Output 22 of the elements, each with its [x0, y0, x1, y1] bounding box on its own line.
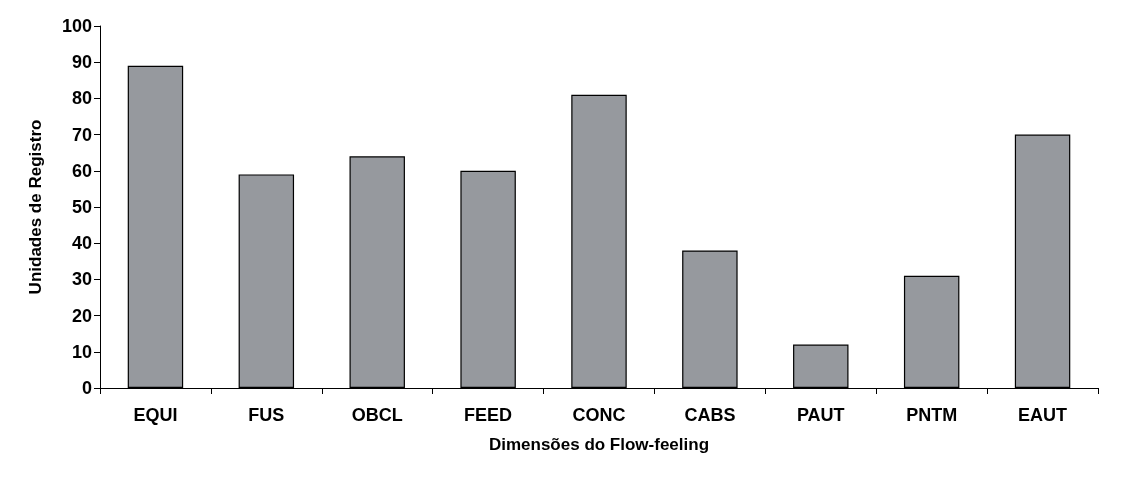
y-tick-label: 0: [81, 378, 92, 398]
x-tick-label: EQUI: [133, 405, 178, 425]
y-tick-label: 60: [71, 160, 92, 181]
x-tick-label: FEED: [464, 405, 513, 425]
x-tick-label: PAUT: [796, 405, 845, 425]
y-axis-title: Unidades de Registro: [26, 119, 45, 295]
y-tick-label: 70: [71, 124, 92, 145]
x-tick-label: CONC: [572, 405, 626, 425]
x-tick-label: EAUT: [1018, 405, 1068, 425]
y-tick-label: 10: [71, 341, 92, 362]
y-tick-label: 30: [71, 269, 92, 290]
x-tick-label: CABS: [684, 405, 736, 425]
y-tick-label: 50: [71, 197, 92, 217]
y-tick-label: 90: [71, 52, 92, 73]
x-axis-title: Dimensões do Flow-feeling: [488, 435, 710, 454]
x-tick-label: FUS: [248, 405, 285, 425]
y-tick-label: 40: [71, 233, 92, 254]
y-tick-label: 20: [71, 305, 92, 326]
x-tick-label: PNTM: [906, 405, 958, 425]
x-tick-label: OBCL: [351, 405, 403, 425]
y-tick-label: 80: [71, 88, 92, 109]
y-tick-label: 100: [61, 16, 92, 36]
